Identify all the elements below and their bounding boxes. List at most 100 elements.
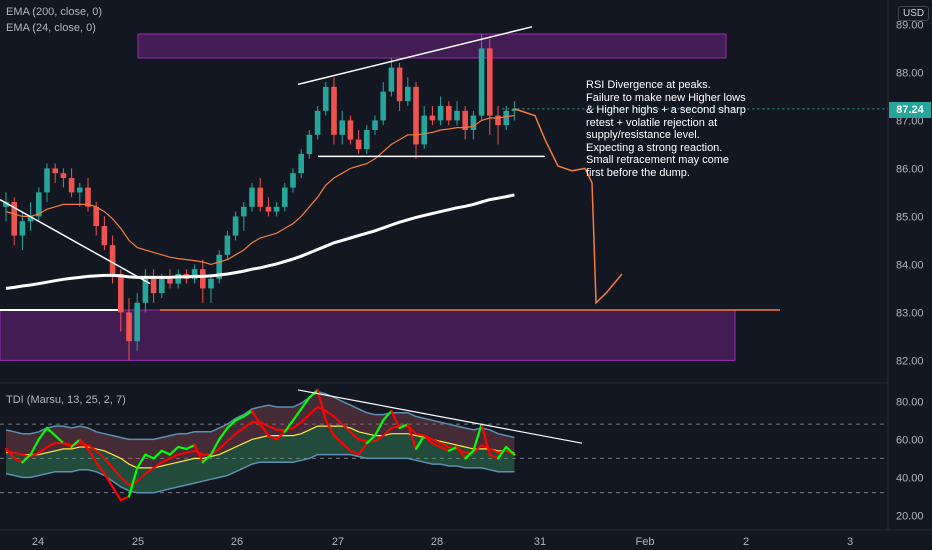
candle-body [347, 120, 354, 140]
candle [150, 269, 157, 303]
tdi-rsi-segment [382, 409, 393, 422]
candle [446, 101, 452, 126]
candle-body [77, 187, 83, 193]
candle [298, 149, 304, 178]
candle [437, 96, 444, 126]
tdi-rsi-segment [111, 485, 122, 502]
candlestick-series[interactable] [3, 34, 518, 361]
candle [462, 106, 468, 140]
tdi-rsi-segment [250, 409, 262, 426]
rising-resistance-line [297, 26, 533, 86]
time-axis[interactable]: 24 25 26 27 28 31 Feb 2 3 [32, 536, 853, 548]
candle-body [429, 115, 436, 121]
candle [314, 106, 321, 140]
tdi-rsi-segment [234, 415, 245, 422]
trendline-drawings[interactable] [0, 26, 888, 311]
tdi-rsi-segment [431, 442, 442, 449]
candle-body [454, 110, 460, 121]
tdi-rsi-segment [308, 388, 319, 399]
candle-body [11, 202, 17, 236]
candle-body [191, 269, 198, 279]
price-axis[interactable]: 82.00 83.00 84.00 85.00 86.00 87.00 88.00 89.00… [896, 19, 924, 522]
tdi-rsi-segment [480, 423, 491, 456]
candle [11, 197, 17, 246]
candle-body [290, 173, 296, 188]
tdi-rsi-segment [341, 442, 352, 452]
tdi-rsi-segment [259, 423, 270, 437]
candle-body [52, 168, 58, 174]
candle [478, 34, 485, 121]
ema24-legend[interactable]: EMA (24, close, 0) [6, 22, 96, 34]
candle [396, 62, 403, 111]
candle-body [159, 278, 165, 294]
candle-body [216, 254, 222, 279]
candle-body [282, 187, 288, 207]
candle-body [208, 278, 214, 289]
tdi-rsi-segment [193, 443, 204, 464]
tdi-lower-band [5, 453, 515, 494]
price-tick-label: 83.00 [896, 307, 924, 319]
tdi-indicator[interactable] [0, 388, 888, 502]
candle [224, 230, 231, 260]
candle [487, 38, 493, 135]
candle [3, 192, 9, 222]
candle-body [257, 187, 263, 207]
tdi-rsi-segment [472, 423, 483, 452]
candle [36, 187, 42, 222]
tdi-rsi-segment [390, 409, 401, 430]
tdi-rsi-segment [209, 438, 221, 456]
tdi-rsi-segment [152, 449, 163, 460]
tdi-rsi-segment [300, 396, 311, 411]
candle [208, 274, 214, 303]
candle [405, 77, 411, 106]
time-tick-label: 31 [534, 536, 546, 548]
candle [331, 77, 337, 145]
candle-body [249, 187, 255, 207]
candle-body [167, 278, 173, 284]
tdi-legend[interactable]: TDI (Marsu, 13, 25, 2, 7) [6, 394, 126, 406]
candle-body [175, 274, 181, 284]
tdi-rsi-segment [267, 434, 278, 441]
candle [216, 250, 222, 284]
candle-body [487, 48, 493, 116]
candle-body [298, 154, 304, 174]
tdi-rsi-segment [357, 442, 368, 456]
tdi-rsi-segment [373, 419, 385, 437]
candle-body [511, 108, 518, 111]
candle-body [241, 206, 247, 217]
candle [52, 163, 58, 183]
tdi-rsi-segment [4, 447, 16, 460]
tdi-rsi-segment [13, 457, 24, 464]
candle-body [437, 106, 444, 121]
candle [355, 130, 362, 154]
time-tick-label: 2 [743, 536, 749, 548]
candle-body [3, 202, 9, 207]
tdi-upper-band [5, 390, 515, 441]
tdi-rsi-segment [283, 419, 295, 433]
candle-body [462, 110, 468, 130]
tdi-rsi-segment [136, 453, 147, 470]
tdi-rsi-segment [226, 419, 237, 430]
candle-body [134, 302, 140, 342]
candle-body [405, 86, 411, 102]
candle [126, 298, 132, 361]
tdi-rsi-segment [70, 438, 81, 449]
candle [372, 115, 378, 135]
tdi-rsi-segment [423, 434, 434, 445]
tdi-rsi-segment [447, 445, 459, 452]
currency-badge[interactable]: USD [898, 6, 930, 21]
candle-body [118, 274, 124, 313]
candle [413, 82, 419, 159]
ema200-legend[interactable]: EMA (200, close, 0) [6, 6, 102, 18]
candle [118, 269, 124, 332]
candle-body [273, 206, 280, 212]
candle-body [232, 216, 239, 236]
tdi-rsi-segment [242, 409, 254, 418]
candle [290, 168, 296, 193]
candle [454, 101, 460, 126]
tdi-rsi-segment [78, 438, 90, 450]
tdi-rsi-segment [95, 461, 106, 475]
candle [232, 211, 239, 241]
price-tick-label: 86.00 [896, 163, 924, 175]
